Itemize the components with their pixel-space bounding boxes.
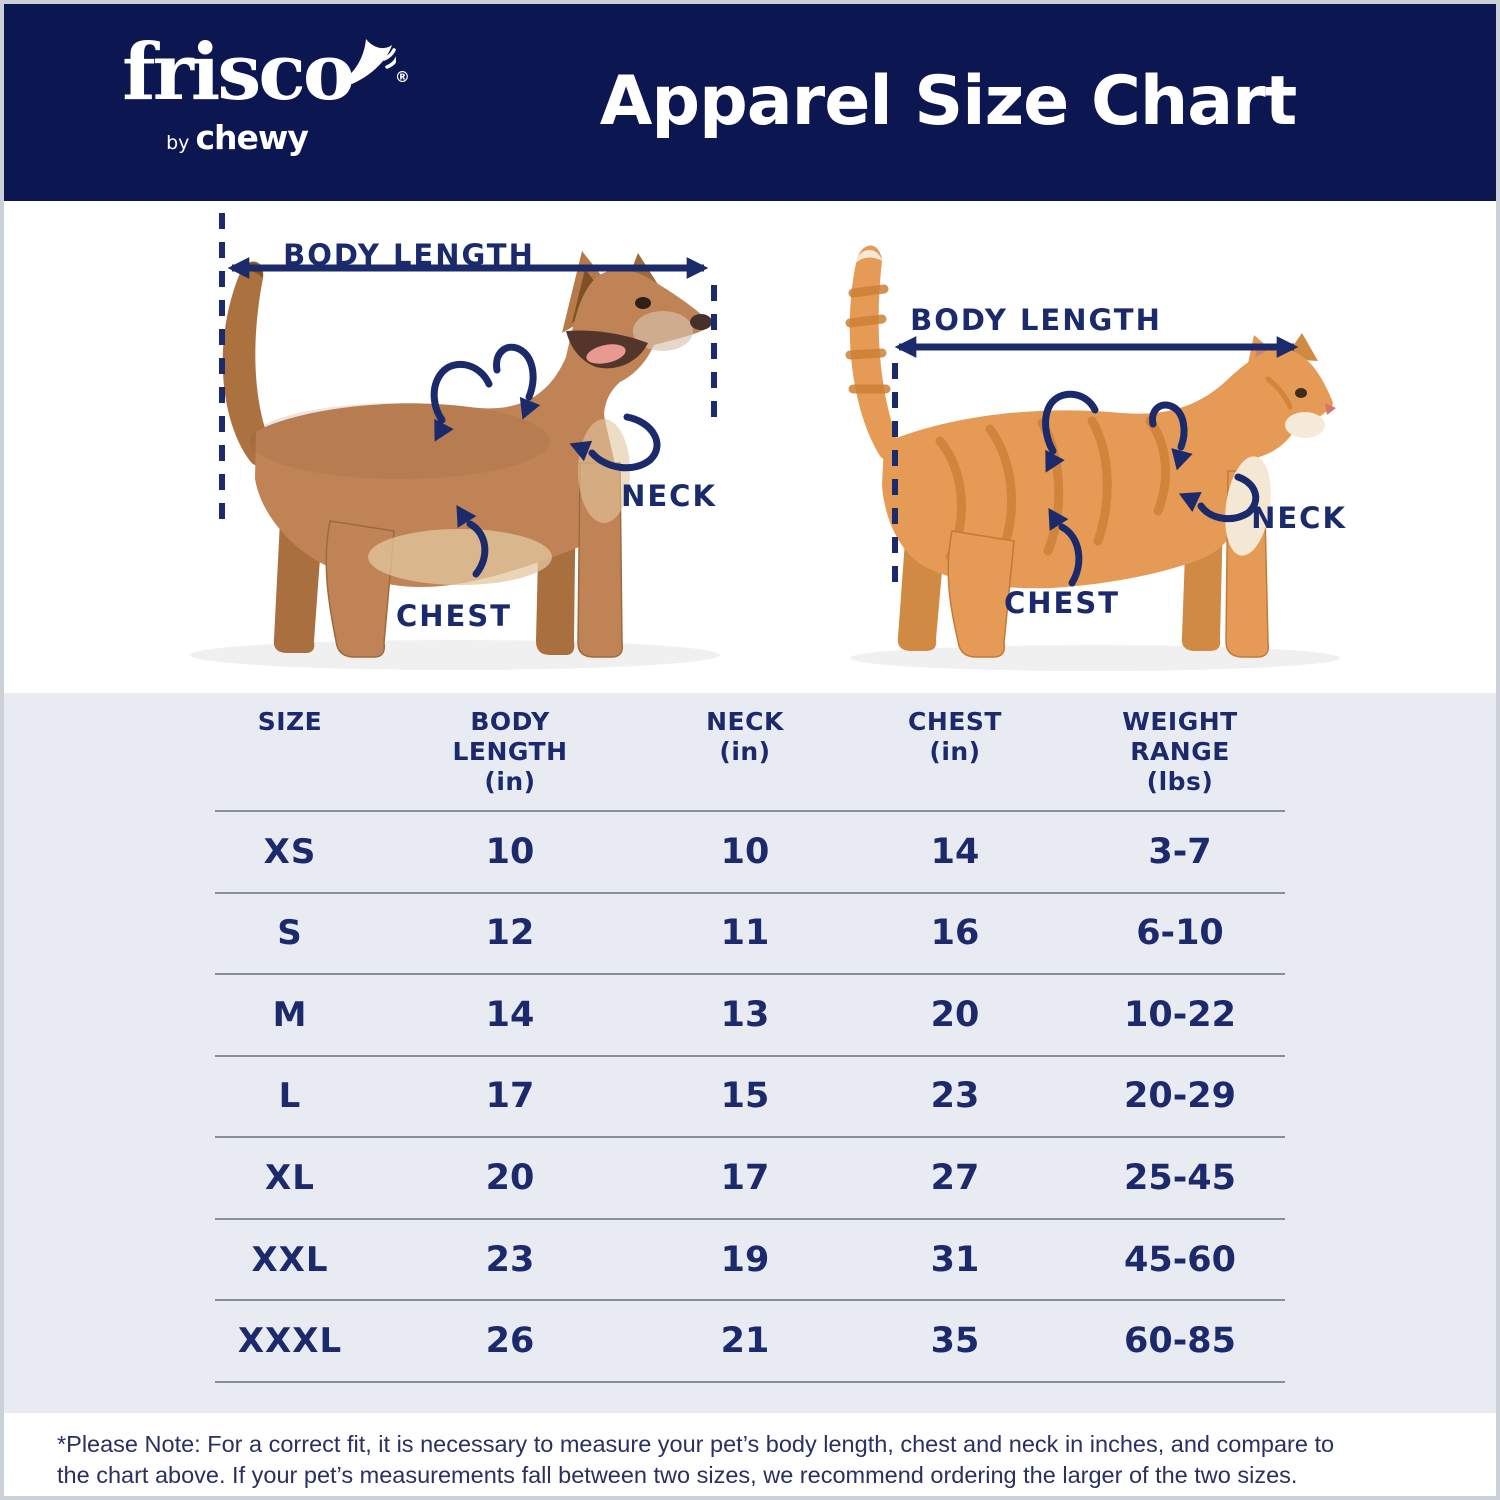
column-header-body-length: BODY LENGTH (in) — [452, 707, 568, 796]
dog-eye — [635, 297, 651, 309]
footnote-line-2: the chart above. If your pet’s measureme… — [57, 1462, 1298, 1488]
cat-shoulder-arrow — [1149, 401, 1188, 451]
pets-diagram-graphic — [190, 213, 1340, 671]
size-table: SIZE BODY LENGTH (in) NECK (in) CHEST (in) W… — [215, 693, 1285, 1383]
neck-value: 10 — [720, 831, 770, 872]
weight-range-value: 6-10 — [1136, 913, 1224, 954]
table-row-s: S 12 11 16 6-10 — [215, 894, 1285, 976]
chewy-wordmark: chewy — [195, 118, 308, 157]
size-value: S — [277, 913, 303, 954]
size-value: XXXL — [237, 1321, 343, 1362]
size-value: XS — [263, 831, 317, 872]
dog-chest-arrow — [466, 520, 489, 578]
dog-nose — [690, 314, 712, 330]
cat-chest-label: CHEST — [1003, 586, 1121, 620]
size-value: M — [272, 994, 308, 1035]
cat-withers-arrow — [1042, 390, 1099, 455]
column-header-weight-range: WEIGHT RANGE (lbs) — [1122, 707, 1238, 796]
column-header-size: SIZE — [257, 707, 323, 736]
cat-neck-arrow — [1197, 473, 1260, 523]
table-row-xxl: XXL 23 19 31 45-60 — [215, 1220, 1285, 1302]
cat-neck-label: NECK — [1251, 501, 1347, 535]
size-value: L — [278, 1076, 302, 1117]
body-length-value: 17 — [485, 1076, 535, 1117]
chest-value: 14 — [930, 831, 980, 872]
weight-range-value: 20-29 — [1124, 1076, 1236, 1117]
column-header-chest: CHEST (in) — [908, 707, 1002, 766]
body-length-value: 23 — [485, 1239, 535, 1280]
frisco-brand-text: frisco — [122, 27, 355, 118]
size-table-header-row: SIZE BODY LENGTH (in) NECK (in) CHEST (in) W… — [215, 693, 1285, 812]
neck-value: 13 — [720, 994, 770, 1035]
weight-range-value: 60-85 — [1124, 1321, 1236, 1362]
body-length-value: 26 — [485, 1321, 535, 1362]
dog-illustration — [222, 251, 712, 658]
cat-near-hind-leg — [947, 530, 1015, 658]
dog-neck-arrow — [588, 413, 661, 472]
chest-value: 16 — [930, 913, 980, 954]
dog-withers-arrow — [430, 360, 493, 424]
neck-value: 17 — [720, 1158, 770, 1199]
footnote-line-1: *Please Note: For a correct fit, it is n… — [57, 1431, 1335, 1457]
chest-value: 20 — [930, 994, 980, 1035]
cat-body-length-label: BODY LENGTH — [910, 303, 1162, 337]
dog-neck-label: NECK — [621, 479, 717, 513]
dog-shoulder-arrow — [493, 343, 537, 401]
cat-illustration — [845, 245, 1336, 658]
dog-annotations — [219, 213, 717, 578]
cat-annotations — [892, 336, 1299, 589]
measurement-diagrams: BODY LENGTH NECK CHEST BODY LENGTH NECK … — [4, 201, 1496, 693]
neck-value: 15 — [720, 1076, 770, 1117]
byline-by-text: by — [166, 132, 190, 154]
body-length-value: 10 — [485, 831, 535, 872]
body-length-value: 12 — [485, 913, 535, 954]
frisco-wordmark: frisco ® — [122, 34, 410, 112]
chest-value: 23 — [930, 1076, 980, 1117]
table-row-m: M 14 13 20 10-22 — [215, 975, 1285, 1057]
size-value: XL — [265, 1158, 315, 1199]
table-row-xl: XL 20 17 27 25-45 — [215, 1138, 1285, 1220]
dog-tongue — [586, 344, 626, 364]
weight-range-value: 25-45 — [1124, 1158, 1236, 1199]
neck-value: 11 — [720, 913, 770, 954]
size-value: XXL — [251, 1239, 329, 1280]
weight-range-value: 10-22 — [1124, 994, 1236, 1035]
column-header-neck: NECK (in) — [706, 707, 784, 766]
footer-section: *Please Note: For a correct fit, it is n… — [4, 1413, 1496, 1496]
table-row-xxxl: XXXL 26 21 35 60-85 — [215, 1301, 1285, 1383]
chest-value: 27 — [930, 1158, 980, 1199]
footnote-text: *Please Note: For a correct fit, it is n… — [57, 1429, 1456, 1491]
dog-chest-label: CHEST — [395, 599, 513, 633]
registered-trademark: ® — [394, 68, 410, 86]
dog-belly-patch — [368, 529, 552, 585]
dog-floor-shadow — [190, 640, 720, 670]
frisco-by-chewy-logo: frisco ® by chewy — [82, 34, 410, 158]
dog-tail — [222, 261, 276, 467]
cat-nose — [1325, 403, 1336, 415]
table-row-l: L 17 15 23 20-29 — [215, 1057, 1285, 1139]
cat-muzzle — [1285, 412, 1325, 438]
table-row-xs: XS 10 10 14 3-7 — [215, 812, 1285, 894]
cat-chest-patch — [1225, 456, 1271, 556]
page-title: Apparel Size Chart — [599, 62, 1297, 141]
chest-value: 35 — [930, 1321, 980, 1362]
neck-value: 21 — [720, 1321, 770, 1362]
chest-value: 31 — [930, 1239, 980, 1280]
body-length-value: 14 — [485, 994, 535, 1035]
weight-range-value: 45-60 — [1124, 1239, 1236, 1280]
neck-value: 19 — [720, 1239, 770, 1280]
dog-body-length-label: BODY LENGTH — [283, 238, 535, 272]
cat-chest-arrow — [1058, 523, 1083, 587]
header-banner: frisco ® by chewy Apparel Size Chart — [4, 4, 1496, 204]
byline: by chewy — [82, 118, 392, 157]
tail-flourish-icon — [340, 22, 399, 100]
weight-range-value: 3-7 — [1148, 831, 1212, 872]
size-table-section: SIZE BODY LENGTH (in) NECK (in) CHEST (in) W… — [4, 693, 1496, 1413]
dog-muzzle — [633, 311, 693, 351]
cat-eye — [1295, 388, 1307, 398]
body-length-value: 20 — [485, 1158, 535, 1199]
